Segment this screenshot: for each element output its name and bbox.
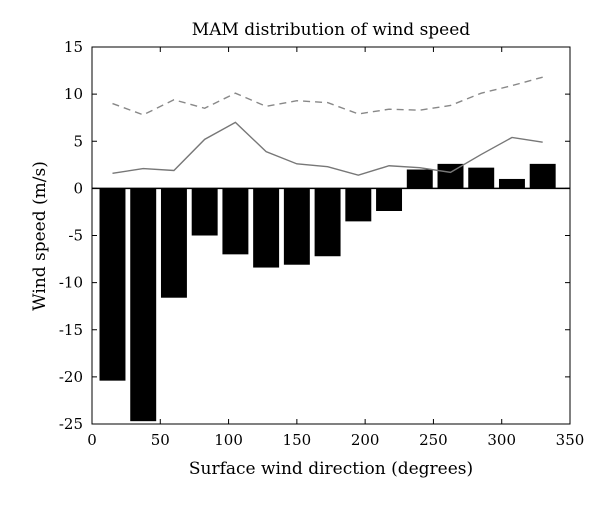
bar-0 [99, 188, 126, 381]
y-tick-label--20: -20 [59, 368, 83, 386]
y-axis-title: Wind speed (m/s) [30, 161, 50, 311]
x-tick-label-250: 250 [419, 431, 448, 449]
y-tick-label-10: 10 [64, 85, 83, 103]
bar-6 [283, 188, 310, 265]
x-axis-title: Surface wind direction (degrees) [189, 459, 473, 479]
y-tick-label--10: -10 [59, 274, 83, 292]
x-tick-label-150: 150 [283, 431, 312, 449]
plot-area: 0 50 100 150 200 250 300 350 -25 -20 -15 -10 -5 0 5 10 1… [59, 38, 584, 449]
dashed-line-series [112, 76, 543, 116]
bar-7 [314, 188, 341, 257]
solid-line-series [112, 121, 543, 176]
x-tick-label-100: 100 [214, 431, 243, 449]
x-tick-label-0: 0 [87, 431, 97, 449]
y-tick-label--15: -15 [59, 321, 83, 339]
chart-title: MAM distribution of wind speed [192, 20, 471, 40]
x-tick-label-350: 350 [556, 431, 585, 449]
y-tick-label-5: 5 [73, 132, 83, 150]
bar-2 [160, 188, 187, 298]
bar-3 [191, 188, 218, 236]
x-tick-label-200: 200 [351, 431, 380, 449]
x-tick-label-50: 50 [151, 431, 170, 449]
y-tick-label-15: 15 [64, 38, 83, 56]
y-tick-label--25: -25 [59, 415, 83, 433]
bar-13 [498, 178, 525, 189]
bar-14 [529, 163, 556, 189]
y-tick-label--5: -5 [68, 227, 83, 245]
bar-8 [345, 188, 372, 222]
bar-1 [130, 188, 157, 422]
bar-10 [406, 169, 433, 189]
x-tick-label-300: 300 [487, 431, 516, 449]
bar-5 [253, 188, 280, 268]
bar-4 [222, 188, 249, 255]
bar-12 [468, 167, 495, 189]
bar-9 [376, 188, 403, 211]
y-tick-label-0: 0 [73, 179, 83, 197]
